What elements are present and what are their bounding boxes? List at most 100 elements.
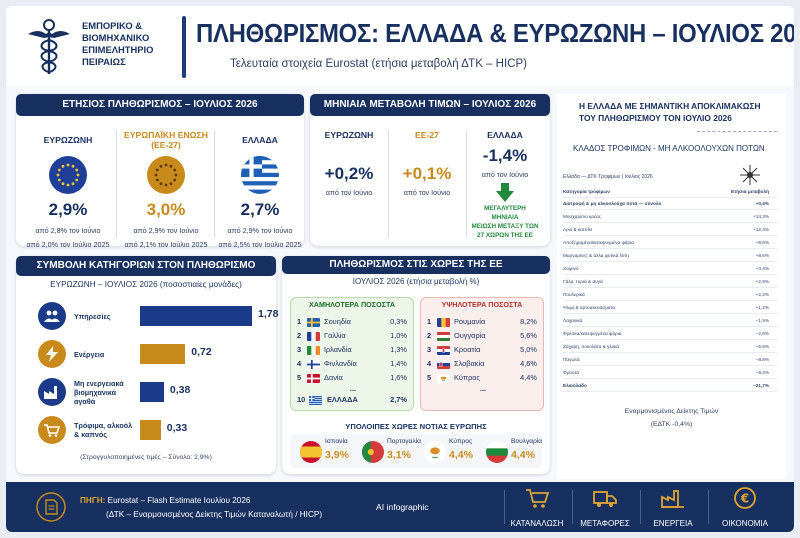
side-table-row: Πουλερικά +2,2% [563, 289, 777, 301]
lowest-rates-title: ΧΑΜΗΛΟΤΕΡΑ ΠΟΣΟΣΤΑ [308, 300, 396, 309]
footer-category-consumption: ΚΑΤΑΝΑΛΩΣΗ [502, 486, 572, 528]
country-name: Κροατία [454, 345, 481, 354]
highlight-line: 27 ΧΩΡΩΝ ΤΗΣ ΕΕ [477, 232, 533, 239]
country-name: Ουγγαρία [454, 331, 486, 340]
divider [640, 490, 641, 524]
side-row-value: −5,8% [755, 344, 769, 349]
annual-greece-value: 2,7% [240, 200, 280, 219]
annual-inflation-card: ΕΤΗΣΙΟΣ ΠΛΗΘΩΡΙΣΜΟΣ – ΙΟΥΛΙΟΣ 2026 ΕΥΡΩΖ… [16, 94, 304, 249]
divider [708, 490, 709, 524]
side-caption: Εναρμονισμένος Δείκτης Τιμών [624, 408, 719, 415]
side-table-row: Μοσχαρίσιο κρέας +14,3% [563, 211, 777, 223]
side-row-category: Αρνί & κατσίκι [563, 227, 593, 232]
annual-note: από 2,8% τον Ιούνιο [35, 226, 101, 235]
country-value: 4,6% [520, 359, 537, 368]
south-country-name: Κύπρος [449, 438, 473, 445]
side-row-category: Πουλερικά [563, 292, 585, 297]
divider [504, 490, 505, 524]
side-row-category: Γάλα, τυριά & αυγά [563, 279, 603, 284]
south-country: Πορτογαλία 3,1% [362, 438, 421, 468]
divider [388, 130, 389, 238]
south-country-name: Ισπανία [325, 438, 348, 445]
contribution-label: Ενέργεια [74, 349, 105, 359]
south-country-name: Πορτογαλία [387, 438, 421, 445]
side-row-category: Μαργαρίνες & άλλα φυτικά λίπη [563, 253, 629, 258]
highlight-line: ΜΕΓΑΛΥΤΕΡΗ ΜΗΝΙΑΙΑ [484, 205, 526, 221]
annual-eu27-name: ΕΥΡΩΠΑΪΚΗ ΕΝΩΣΗ (ΕΕ-27) [124, 130, 208, 150]
country-value: 5,0% [520, 345, 537, 354]
country-value: 4,4% [520, 373, 537, 382]
monthly-greece-name: ΕΛΛΑΔΑ [487, 130, 523, 140]
south-europe-row: Ισπανία 3,9% Πορτογαλία 3,1% Κύπρος 4,4% Βουλγ… [290, 434, 542, 468]
country-name: Ρουμανία [454, 317, 486, 326]
contributions-title: ΣΥΜΒΟΛΗ ΚΑΤΗΓΟΡΙΩΝ ΣΤΟΝ ΠΛΗΘΩΡΙΣΜΟ [16, 256, 276, 276]
side-table-header: Κατηγορία τροφίμων Ετήσια μεταβολή [563, 186, 777, 198]
monthly-note: από τον Ιούνιο [325, 188, 373, 197]
side-caption-2: (ΕΔΤΚ -0,4%) [650, 421, 693, 428]
highest-rates-title: ΥΨΗΛΟΤΕΡΑ ΠΟΣΟΣΤΑ [441, 300, 523, 309]
fi-flag-icon [307, 360, 320, 369]
logo-line: ΒΙΟΜΗΧΑΝΙΚΟ [82, 32, 150, 43]
annual-note: από 2,0% τον Ιούλιο 2025 [26, 240, 110, 249]
cart-icon [526, 489, 550, 508]
country-row: 1 Σουηδία 0,3% [297, 316, 409, 329]
down-arrow-icon [501, 183, 509, 191]
country-value: 5,6% [520, 331, 537, 340]
es-flag-icon [300, 441, 322, 463]
sk-flag-icon [437, 360, 450, 369]
annual-note: από 2,9% τον Ιούνιο [227, 226, 293, 235]
south-europe-title: ΥΠΟΛΟΙΠΕΣ ΧΩΡΕΣ ΝΟΤΙΑΣ ΕΥΡΩΠΗΣ [345, 422, 487, 431]
divider [572, 490, 573, 524]
document-icon [36, 492, 66, 522]
page-title: ΠΛΗΘΩΡΙΣΜΟΣ: ΕΛΛΑΔΑ & ΕΥΡΩΖΩΝΗ – ΙΟΥΛΙΟΣ… [196, 18, 794, 48]
country-name: ΕΛΛΑΔΑ [327, 395, 358, 404]
side-row-category: Χοιρινό [563, 266, 579, 271]
logo-line: ΕΠΙΜΕΛΗΤΗΡΙΟ [82, 44, 154, 55]
country-name: Σλοβακία [454, 359, 485, 368]
side-title-line: ΤΟΥ ΠΛΗΘΩΡΙΣΜΟΥ ΤΟΝ ΙΟΥΛΙΟ 2026 [579, 113, 732, 123]
ro-flag-icon [437, 318, 450, 327]
se-flag-icon [307, 318, 320, 327]
side-row-value: −2,6% [755, 331, 769, 336]
caduceus-logo-icon [28, 19, 70, 74]
contribution-bar [140, 382, 164, 402]
sun-emblem-icon [740, 165, 760, 185]
eu-countries-subtitle: ΙΟΥΛΙΟΣ 2026 (ετήσια μεταβολή %) [352, 277, 480, 286]
cy-flag-icon [437, 374, 450, 383]
side-row-value: +1,2% [755, 305, 769, 310]
monthly-note: από τον Ιούνιο [481, 170, 529, 179]
divider [116, 130, 117, 238]
contribution-label: Τρόφιμα, αλκοόλ & καπνός [74, 421, 133, 439]
highest-rates-box: ΥΨΗΛΟΤΕΡΑ ΠΟΣΟΣΤΑ 1 Ρουμανία 8,2% 2 Ουγγαρία… [420, 297, 544, 411]
logo-line: ΠΕΙΡΑΙΩΣ [82, 56, 126, 67]
contribution-bar [140, 306, 252, 326]
country-rank: 1 [297, 317, 302, 326]
eu-countries-card: ΠΛΗΘΩΡΙΣΜΟΣ ΣΤΙΣ ΧΩΡΕΣ ΤΗΣ ΕΕ ΙΟΥΛΙΟΣ 20… [282, 256, 550, 474]
factory-icon [661, 490, 684, 508]
side-document-panel: Η ΕΛΛΑΔΑ ΜΕ ΣΗΜΑΝΤΙΚΗ ΑΠΟΚΛΙΜΑΚΩΣΗ ΤΟΥ Π… [557, 94, 786, 479]
country-row: 4 Σλοβακία 4,6% [427, 358, 539, 371]
monthly-eu27: ΕΕ-27 +0,1% από τον Ιούνιο [392, 130, 462, 197]
side-row-category: Μοσχαρίσιο κρέας [563, 214, 602, 219]
footer: ΠΗΓΗ: Eurostat – Flash Estimate Ιουλίου … [6, 482, 794, 532]
monthly-eurozone-name: ΕΥΡΩΖΩΝΗ [324, 130, 374, 140]
gr-flag-icon [309, 396, 322, 405]
contribution-bar [140, 420, 161, 440]
lowest-rates-box: ΧΑΜΗΛΟΤΕΡΑ ΠΟΣΟΣΤΑ 1 Σουηδία 0,3% 2 Γαλλία 1,… [290, 297, 414, 411]
ai-tag: AI infographic [376, 502, 429, 512]
ellipsis: ... [479, 384, 487, 393]
side-row-value: +3,4% [755, 266, 769, 271]
side-table-row: Γάλα, τυριά & αυγά +2,9% [563, 276, 777, 288]
side-table-row: Ψωμί & αρτοσκευάσματα +1,2% [563, 302, 777, 314]
side-row-category: Αποξηραμένα/κατεψυγμένα ψάρια [563, 240, 634, 245]
monthly-eurozone: ΕΥΡΩΖΩΝΗ +0,2% από τον Ιούνιο [314, 130, 384, 197]
cy-flag-icon [424, 441, 446, 463]
side-table-row: Αρνί & κατσίκι +12,4% [563, 224, 777, 236]
south-country: Βουλγαρία 4,4% [486, 438, 542, 468]
side-table-row: Φρέσκα/κατεψυγμένα ψάρια −2,6% [563, 328, 777, 340]
contribution-bar [140, 344, 186, 364]
side-table-row: Παγωτά −8,8% [563, 354, 777, 366]
eu-flag-icon [49, 156, 87, 194]
contribution-label: Μη ενεργειακά βιομηχανικά αγαθά [74, 378, 124, 406]
south-country: Κύπρος 4,4% [424, 438, 480, 468]
